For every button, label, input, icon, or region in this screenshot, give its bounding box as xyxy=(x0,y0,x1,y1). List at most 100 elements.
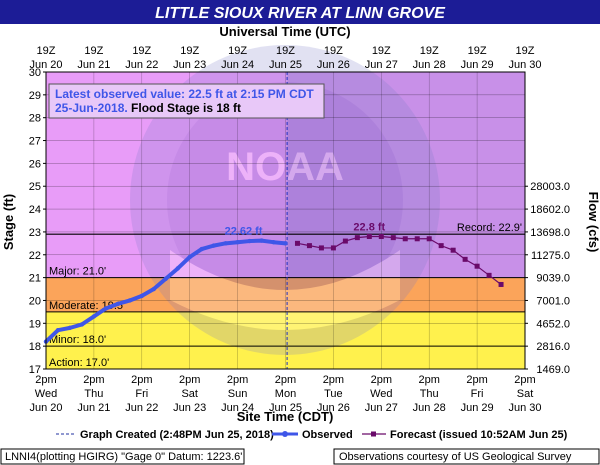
y-tick-label: 30 xyxy=(29,67,41,79)
flood-band-minor xyxy=(46,311,525,347)
y-tick-label: 24 xyxy=(29,204,41,216)
observed-point xyxy=(211,243,216,248)
x-tick-time: 2pm xyxy=(227,374,248,386)
svg-text:NOAA: NOAA xyxy=(226,145,344,189)
info-date: 25-Jun-2018. xyxy=(55,101,128,115)
forecast-point xyxy=(378,233,384,239)
left-axis-title: Stage (ft) xyxy=(1,194,16,250)
x-tick-day: Mon xyxy=(275,388,296,400)
chart-title: LITTLE SIOUX RIVER AT LINN GROVE xyxy=(155,5,446,22)
forecast-peak-label: 22.8 ft xyxy=(353,221,385,233)
x-tick-day: Thu xyxy=(420,388,439,400)
top-tick-time: 19Z xyxy=(132,45,151,57)
x-tick-date: Jun 26 xyxy=(317,402,350,414)
x-tick-day: Wed xyxy=(370,388,392,400)
top-tick-date: Jun 29 xyxy=(461,59,494,71)
x-tick-date: Jun 30 xyxy=(508,402,541,414)
y-tick-label: 19 xyxy=(29,318,41,330)
forecast-point xyxy=(486,272,492,278)
x-tick-time: 2pm xyxy=(514,374,535,386)
y-tick-label: 25 xyxy=(29,181,41,193)
forecast-point xyxy=(450,247,456,253)
legend: Graph Created (2:48PM Jun 25, 2018) Obse… xyxy=(56,429,568,441)
observed-point xyxy=(259,238,264,243)
top-tick-date: Jun 30 xyxy=(508,59,541,71)
x-tick-time: 2pm xyxy=(323,374,344,386)
top-axis-title: Universal Time (UTC) xyxy=(219,24,350,39)
x-tick-day: Sat xyxy=(517,388,534,400)
info-box: Latest observed value: 22.5 ft at 2:15 P… xyxy=(48,83,325,119)
x-tick-day: Sat xyxy=(181,388,198,400)
x-tick-day: Fri xyxy=(471,388,484,400)
top-tick-time: 19Z xyxy=(372,45,391,57)
legend-forecast: Forecast (issued 10:52AM Jun 25) xyxy=(390,429,568,441)
x-tick-date: Jun 20 xyxy=(29,402,62,414)
x-tick-date: Jun 22 xyxy=(125,402,158,414)
top-tick-time: 19Z xyxy=(276,45,295,57)
top-tick-date: Jun 20 xyxy=(29,59,62,71)
x-tick-date: Jun 27 xyxy=(365,402,398,414)
y-tick-label: 27 xyxy=(29,136,41,148)
x-tick-time: 2pm xyxy=(179,374,200,386)
forecast-point xyxy=(498,281,504,287)
observed-point xyxy=(127,298,133,303)
top-tick-time: 19Z xyxy=(84,45,103,57)
forecast-point xyxy=(474,263,480,269)
flow-tick-label: 1469.0 xyxy=(536,364,570,376)
observed-point xyxy=(163,276,168,281)
x-tick-time: 2pm xyxy=(275,374,296,386)
observed-point xyxy=(235,240,240,245)
y-tick-label: 20 xyxy=(29,295,41,307)
forecast-point xyxy=(330,245,336,251)
observed-peak-label: 22.62 ft xyxy=(225,226,263,238)
flow-tick-label: 7001.0 xyxy=(536,295,570,307)
observed-point xyxy=(187,254,192,260)
series: 22.62 ft 22.8 ft xyxy=(43,221,504,344)
legend-graph-created: Graph Created (2:48PM Jun 25, 2018) xyxy=(80,429,274,441)
x-tick-time: 2pm xyxy=(418,374,439,386)
record-label: Record: 22.9' xyxy=(457,222,522,234)
x-tick-time: 2pm xyxy=(35,374,56,386)
observed-point xyxy=(67,325,73,331)
x-tick-time: 2pm xyxy=(131,374,152,386)
x-tick-day: Sun xyxy=(228,388,248,400)
top-tick-date: Jun 26 xyxy=(317,59,350,71)
observed-point xyxy=(271,240,276,245)
forecast-point xyxy=(390,235,396,241)
top-tick-date: Jun 27 xyxy=(365,59,398,71)
flood-band-moderate xyxy=(46,277,525,312)
x-tick-day: Wed xyxy=(35,388,57,400)
bottom-axis-title: Site Time (CDT) xyxy=(237,409,334,424)
observed-point xyxy=(247,238,252,244)
legend-observed: Observed xyxy=(302,429,353,441)
x-tick-time: 2pm xyxy=(371,374,392,386)
title-bar xyxy=(0,0,600,24)
flow-tick-label: 28003.0 xyxy=(530,181,570,193)
forecast-point xyxy=(366,233,372,239)
flow-tick-label: 11275.0 xyxy=(531,250,570,262)
threshold-label-action: Action: 17.0' xyxy=(49,357,109,369)
observed-point xyxy=(151,286,156,292)
info-flood-stage: 25-Jun-2018. Flood Stage is 18 ft xyxy=(55,101,241,115)
top-tick-time: 19Z xyxy=(468,45,487,57)
top-tick-date: Jun 23 xyxy=(173,59,206,71)
observed-point xyxy=(55,327,61,333)
x-tick-date: Jun 23 xyxy=(173,402,206,414)
flow-tick-label: 4652.0 xyxy=(536,318,570,330)
forecast-point xyxy=(462,256,468,262)
observed-point xyxy=(115,301,121,307)
y-tick-label: 17 xyxy=(29,364,41,376)
y-tick-label: 22 xyxy=(29,250,41,262)
flow-tick-label: 9039.0 xyxy=(536,273,570,285)
flood-band-action xyxy=(46,346,525,369)
top-tick-time: 19Z xyxy=(324,45,343,57)
observed-point xyxy=(223,241,228,246)
top-tick-date: Jun 25 xyxy=(269,59,302,71)
threshold-label-minor: Minor: 18.0' xyxy=(49,334,106,346)
flow-tick-label: 2816.0 xyxy=(536,341,570,353)
observed-point xyxy=(175,266,180,271)
observed-point xyxy=(283,241,288,246)
axes: 17 18 19 20 21 22 23 24 25 26 27 28 29 30 1469.0 2816.0… xyxy=(29,45,570,414)
x-tick-time: 2pm xyxy=(466,374,487,386)
observed-point xyxy=(199,246,204,252)
